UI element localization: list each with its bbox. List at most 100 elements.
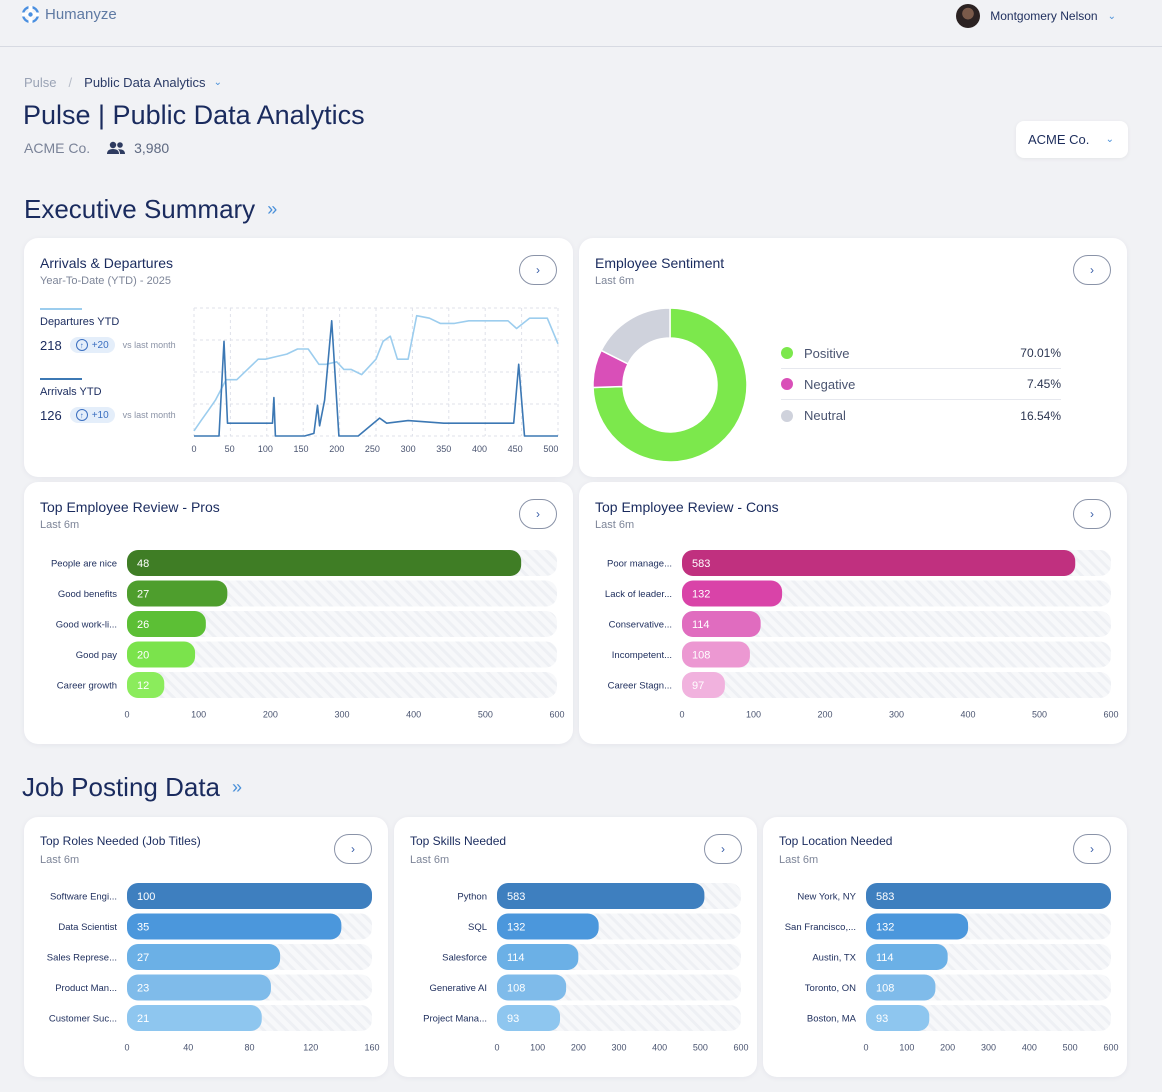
- skills-card: Top Skills Needed Last 6m › Python 583 SQL…: [394, 817, 757, 1077]
- bar-track: [127, 580, 557, 607]
- x-tick-label: 200: [571, 1043, 586, 1053]
- x-tick-label: 600: [1103, 1043, 1118, 1053]
- bar-track: [127, 641, 557, 668]
- card-title: Top Skills Needed: [410, 834, 507, 848]
- donut-slice-neutral: [600, 307, 671, 365]
- bar-track: [127, 672, 557, 698]
- double-chevron-right-icon[interactable]: »: [232, 777, 243, 797]
- data-label: 132: [876, 922, 894, 934]
- x-tick-label: 300: [334, 710, 349, 720]
- card-title: Arrivals & Departures: [40, 255, 174, 271]
- card-expand-button[interactable]: ›: [704, 834, 742, 864]
- card-expand-button[interactable]: ›: [519, 499, 557, 529]
- x-tick-label: 100: [258, 444, 273, 454]
- chevron-right-icon: ›: [721, 842, 725, 856]
- double-chevron-right-icon[interactable]: »: [267, 199, 278, 219]
- x-tick-label: 500: [478, 710, 493, 720]
- chevron-down-icon[interactable]: ⌄: [213, 77, 222, 88]
- data-label: 93: [876, 1013, 888, 1025]
- section-executive-summary[interactable]: Executive Summary »: [24, 194, 277, 225]
- section-job-posting-data[interactable]: Job Posting Data »: [22, 772, 242, 803]
- x-tick-label: 80: [244, 1043, 254, 1053]
- user-name: Montgomery Nelson: [990, 9, 1098, 23]
- data-label: 21: [137, 1013, 149, 1025]
- x-tick-label: 100: [191, 710, 206, 720]
- card-subtitle: Last 6m: [595, 519, 635, 531]
- company-select[interactable]: ACME Co. ⌄: [1016, 121, 1128, 158]
- card-expand-button[interactable]: ›: [1073, 834, 1111, 864]
- card-expand-button[interactable]: ›: [1073, 255, 1111, 285]
- data-label: 27: [137, 589, 149, 601]
- breadcrumb-current[interactable]: Public Data Analytics: [84, 75, 206, 90]
- x-tick-label: 300: [889, 710, 904, 720]
- x-tick-label: 200: [817, 710, 832, 720]
- arrivals-stat: 126 ↑ +10 vs last month: [40, 407, 176, 423]
- headcount: 3,980: [134, 140, 170, 156]
- x-tick-label: 50: [225, 444, 235, 454]
- data-label: 583: [507, 891, 525, 903]
- category-label: Career growth: [57, 681, 117, 692]
- section-title: Job Posting Data: [22, 772, 221, 802]
- bar: [127, 944, 281, 970]
- arrivals-departures-card: Arrivals & Departures Year-To-Date (YTD)…: [24, 238, 573, 477]
- x-tick-label: 600: [549, 710, 564, 720]
- data-label: 100: [137, 891, 155, 903]
- x-tick-label: 400: [1022, 1043, 1037, 1053]
- category-label: Boston, MA: [807, 1014, 857, 1025]
- donut-slice-positive: [592, 307, 748, 463]
- x-tick-label: 600: [733, 1043, 748, 1053]
- employee-sentiment-card: Employee Sentiment Last 6m › Positive 70…: [579, 238, 1127, 477]
- bar: [866, 1005, 930, 1031]
- category-label: Good pay: [76, 650, 117, 661]
- bar: [127, 611, 206, 637]
- x-tick-label: 400: [960, 710, 975, 720]
- breadcrumb-root[interactable]: Pulse: [24, 75, 57, 90]
- bar: [682, 641, 750, 668]
- category-label: Sales Represe...: [47, 953, 117, 964]
- data-label: 12: [137, 680, 149, 692]
- legend-neutral: Neutral 16.54%: [781, 400, 1061, 431]
- arrivals-label: Arrivals YTD: [40, 386, 102, 398]
- data-label: 108: [876, 983, 894, 995]
- card-subtitle: Last 6m: [779, 854, 819, 866]
- app-logo[interactable]: Humanyze: [22, 6, 117, 23]
- roles-bar-chart: Software Engi... 100 Data Scientist 35 Sales…: [47, 883, 380, 1053]
- category-label: Toronto, ON: [805, 983, 856, 994]
- card-expand-button[interactable]: ›: [334, 834, 372, 864]
- humanyze-logo-icon: [22, 6, 39, 23]
- x-tick-label: 0: [863, 1043, 868, 1053]
- bar: [682, 550, 1076, 576]
- x-tick-label: 250: [365, 444, 380, 454]
- skills-bar-chart: Python 583 SQL 132 Salesforce 114 Generative A…: [423, 883, 749, 1053]
- bar: [127, 974, 271, 1001]
- bar: [682, 672, 725, 698]
- chevron-down-icon[interactable]: ⌄: [1107, 10, 1116, 22]
- card-title: Top Employee Review - Cons: [595, 499, 779, 515]
- x-tick-label: 500: [543, 444, 558, 454]
- x-tick-label: 0: [191, 444, 196, 454]
- neutral-dot-icon: [781, 409, 793, 422]
- data-label: 114: [876, 952, 894, 964]
- bar: [682, 611, 761, 637]
- data-label: 20: [137, 650, 149, 662]
- card-subtitle: Last 6m: [410, 854, 450, 866]
- legend-label: Negative: [804, 376, 856, 392]
- avatar[interactable]: [956, 4, 981, 28]
- card-title: Top Location Needed: [779, 834, 893, 848]
- data-label: 583: [692, 558, 710, 570]
- card-title: Employee Sentiment: [595, 255, 725, 271]
- card-subtitle: Last 6m: [595, 275, 635, 287]
- card-title: Top Roles Needed (Job Titles): [40, 834, 201, 848]
- section-title: Executive Summary: [24, 194, 256, 224]
- category-label: Data Scientist: [58, 922, 117, 933]
- card-title: Top Employee Review - Pros: [40, 499, 220, 515]
- bar: [497, 913, 599, 940]
- bar: [497, 944, 579, 970]
- card-expand-button[interactable]: ›: [519, 255, 557, 285]
- category-label: Project Mana...: [423, 1014, 487, 1025]
- category-label: Good work-li...: [56, 620, 117, 631]
- data-label: 114: [507, 952, 525, 964]
- user-menu[interactable]: Montgomery Nelson ⌄: [956, 4, 1116, 28]
- x-tick-label: 450: [508, 444, 523, 454]
- card-expand-button[interactable]: ›: [1073, 499, 1111, 529]
